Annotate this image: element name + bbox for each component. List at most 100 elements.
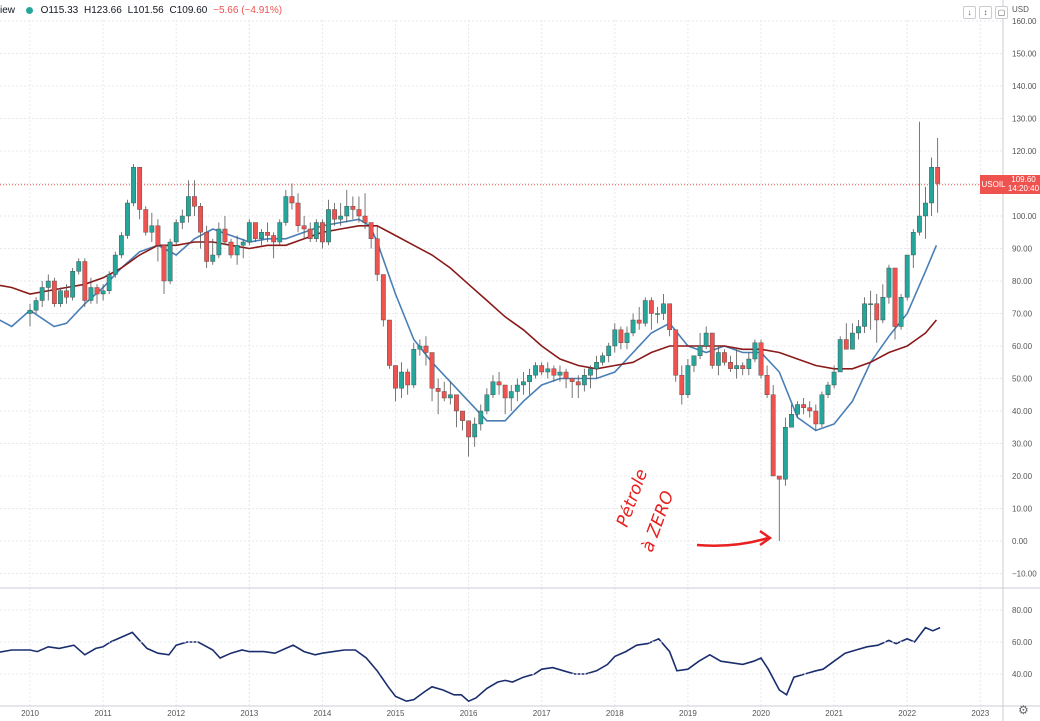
candle-body xyxy=(813,410,819,425)
candle-body xyxy=(259,232,264,239)
annotation-arrowhead xyxy=(759,529,773,547)
candle-body xyxy=(45,280,51,288)
candle-body xyxy=(789,414,794,428)
candle-body xyxy=(393,365,398,389)
candle-body xyxy=(575,381,581,386)
candle xyxy=(118,232,124,259)
price-axis: 160.00150.00140.00130.00120.00110.00100.… xyxy=(1012,17,1037,579)
candle-body xyxy=(301,225,307,230)
candle xyxy=(277,219,283,246)
candle xyxy=(734,349,740,379)
candle-body xyxy=(825,384,831,395)
candle xyxy=(752,339,758,363)
candle-body xyxy=(350,206,356,210)
candle-body xyxy=(33,300,39,311)
candle xyxy=(551,365,557,382)
candle-body xyxy=(691,355,697,366)
candle-body xyxy=(100,290,106,295)
candle xyxy=(630,313,636,337)
candle xyxy=(502,384,508,415)
candle-body xyxy=(173,222,179,243)
time-axis: 2010 2011 2012 2013 2014 2015 2016 2017 2018 2019… xyxy=(21,709,990,718)
settings-gear-icon[interactable]: ⚙ xyxy=(1018,703,1029,717)
candle-body xyxy=(472,423,478,438)
candle xyxy=(886,264,892,304)
arrows-button[interactable]: ↕ xyxy=(979,6,992,19)
candle xyxy=(600,352,606,366)
candle xyxy=(533,362,539,379)
indicator-tick-label: 60.00 xyxy=(1012,638,1033,647)
candle xyxy=(301,216,307,239)
low-value: L101.56 xyxy=(127,5,164,16)
change-value: −5.66 (−4.91%) xyxy=(213,5,283,16)
candle-body xyxy=(198,206,203,233)
candle xyxy=(143,206,149,236)
candle xyxy=(64,284,69,304)
candle xyxy=(82,258,88,307)
candle-body xyxy=(898,297,904,327)
candle-body xyxy=(661,303,666,314)
candle-body xyxy=(64,290,69,298)
candle-body xyxy=(478,410,484,425)
candle xyxy=(435,378,441,415)
candle-body xyxy=(910,232,916,256)
price-tick-label: 0.00 xyxy=(1012,537,1028,546)
candle-body xyxy=(228,241,234,256)
annotation-line-1: Pétrole xyxy=(613,467,652,530)
candle-body xyxy=(222,228,228,243)
candle-body xyxy=(88,287,94,301)
candle-body xyxy=(466,420,471,438)
candle xyxy=(606,342,612,363)
candle xyxy=(691,355,697,372)
candle-body xyxy=(210,254,216,262)
candle-body xyxy=(149,225,155,233)
candle xyxy=(155,219,161,262)
candle xyxy=(923,186,928,239)
close-value: C109.60 xyxy=(169,5,208,16)
candle-body xyxy=(185,196,191,217)
candle xyxy=(545,362,551,379)
candle-body xyxy=(521,381,526,386)
indicator-line xyxy=(0,626,941,703)
candle-body xyxy=(137,167,143,210)
candle-body xyxy=(161,245,167,282)
candle-body xyxy=(697,345,703,356)
candle xyxy=(447,381,453,405)
status-dot-icon xyxy=(25,6,33,14)
candle-body xyxy=(527,375,532,382)
candle xyxy=(149,212,155,242)
candle xyxy=(770,385,776,477)
candle-body xyxy=(405,371,411,386)
candle xyxy=(161,245,167,294)
price-tick-label: 150.00 xyxy=(1012,50,1037,59)
price-tick-label: 30.00 xyxy=(1012,440,1033,449)
candle-body xyxy=(143,209,149,233)
candle xyxy=(131,164,136,207)
candle xyxy=(350,196,356,220)
candle xyxy=(368,222,374,249)
candle-body xyxy=(70,271,76,298)
candle xyxy=(88,277,94,304)
candle xyxy=(661,294,666,320)
candle-body xyxy=(246,222,252,243)
candle xyxy=(618,326,624,350)
candle-body xyxy=(886,267,892,298)
candle xyxy=(326,199,331,246)
candle-body xyxy=(490,381,496,395)
annotation-arrow xyxy=(696,536,769,547)
candle xyxy=(715,346,721,376)
candle-body xyxy=(131,167,136,204)
candle-body xyxy=(734,365,740,369)
candle xyxy=(112,251,118,278)
candle xyxy=(521,372,526,395)
scroll-down-button[interactable]: ↓ xyxy=(963,6,976,19)
candle-body xyxy=(935,167,941,184)
candle-body xyxy=(923,202,928,217)
candle xyxy=(106,271,112,294)
candle xyxy=(222,216,228,246)
candle xyxy=(405,368,411,395)
maximize-button[interactable]: ▢ xyxy=(995,6,1008,19)
candle xyxy=(916,121,922,236)
candle-body xyxy=(417,345,423,350)
